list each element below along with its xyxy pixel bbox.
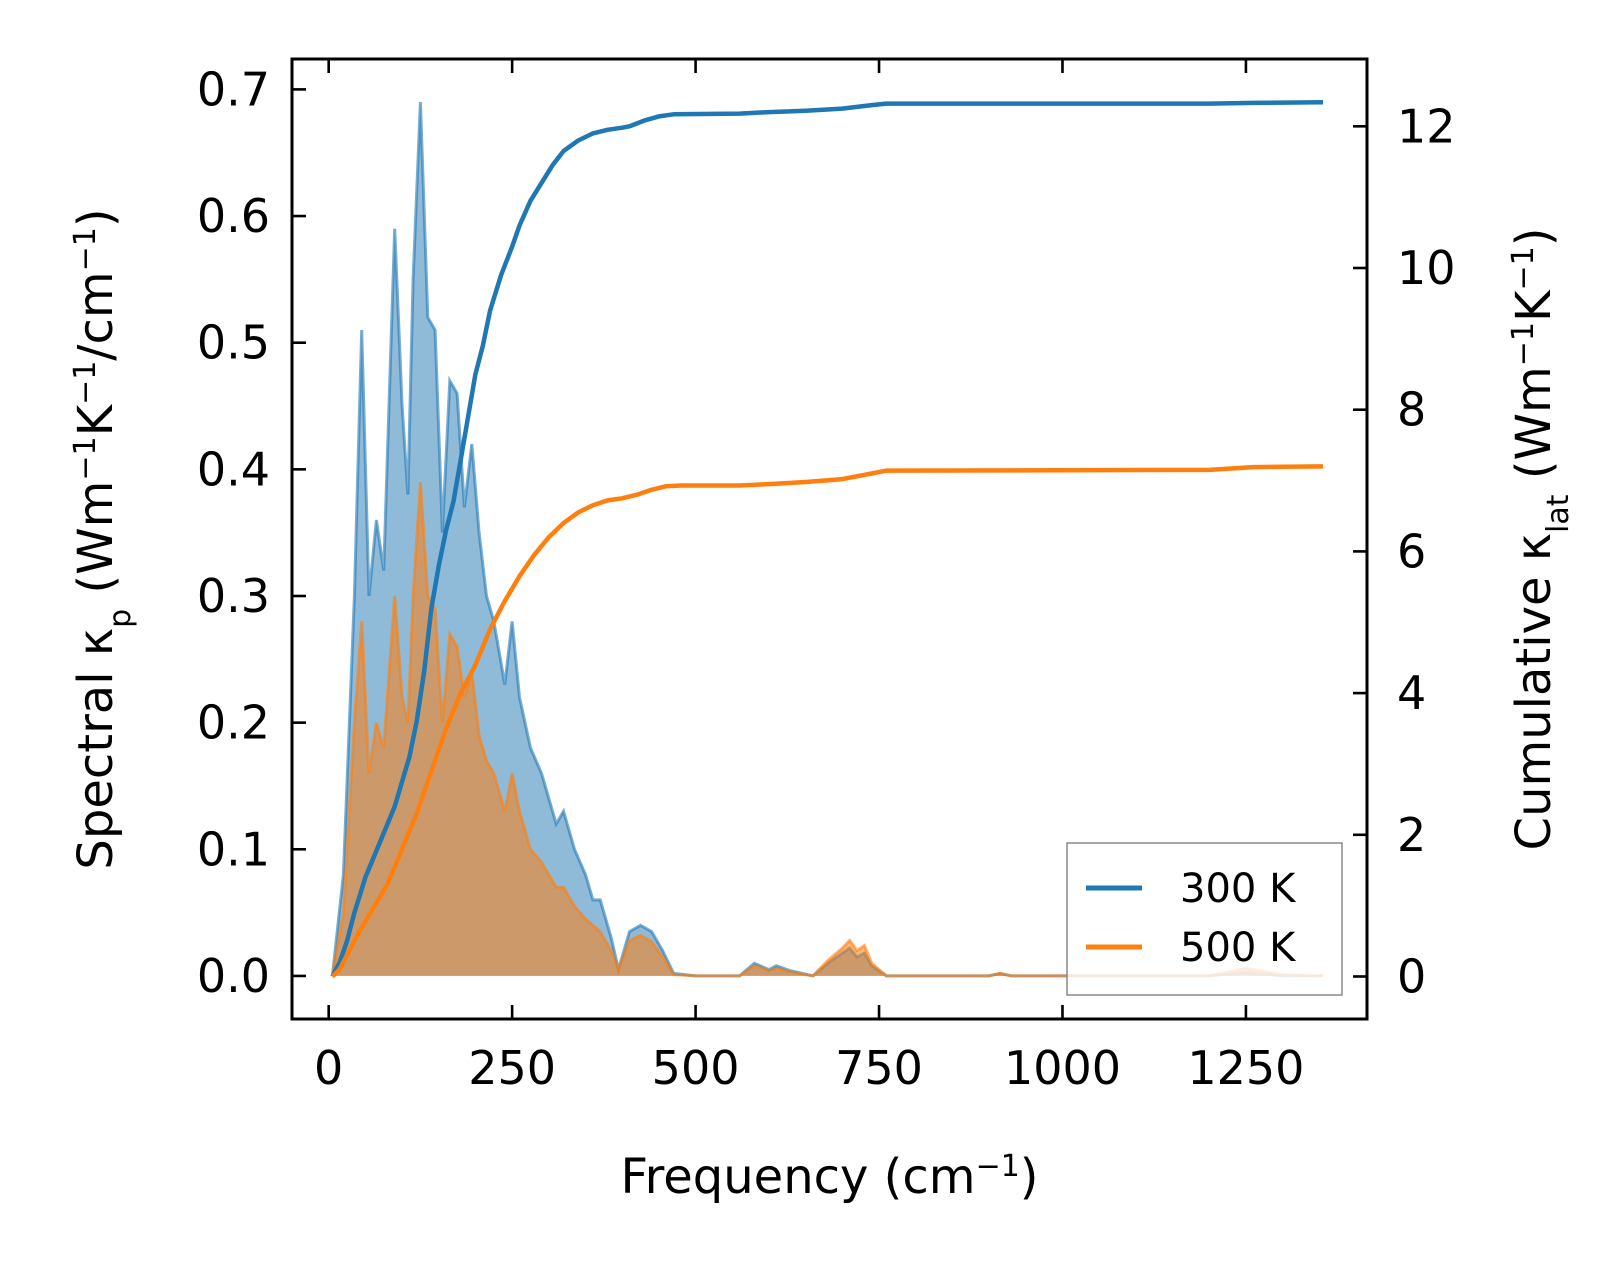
y-left-tick-label: 0.3 [197, 569, 270, 623]
y-left-axis-label: Spectral κp (Wm−1K−1/cm−1) [68, 208, 138, 869]
x-tick-label: 1250 [1187, 1041, 1304, 1095]
y-right-tick-label: 4 [1397, 666, 1426, 720]
legend: 300 K 500 K [1066, 842, 1343, 996]
y-right-tick-label: 6 [1397, 524, 1426, 578]
legend-label-300k: 300 K [1180, 866, 1297, 912]
y-right-tick-label: 2 [1397, 808, 1426, 862]
y-left-tick-label: 0.2 [197, 696, 270, 750]
x-tick-label: 250 [468, 1041, 556, 1095]
legend-box [1066, 842, 1343, 996]
y-right-tick-label: 0 [1397, 949, 1426, 1003]
y-right-axis-label: Cumulative κlat (Wm−1K−1) [1506, 228, 1576, 851]
plot-frame [290, 57, 1369, 1021]
cumulative-line-500k [330, 464, 1324, 979]
x-tick-label: 1000 [1004, 1041, 1121, 1095]
y-right-tick-label: 10 [1397, 241, 1456, 295]
y-left-tick-label: 0.5 [197, 316, 270, 370]
spectral-outline-500k [330, 481, 1324, 978]
ticks-layer: 0 250 500 750 1000 1250 0.0 0.1 0.2 0.3 0.4 0.5 0.6 0… [197, 59, 1456, 1095]
x-tick-label: 0 [314, 1041, 343, 1095]
y-left-tick-label: 0.1 [197, 822, 270, 876]
y-left-tick-label: 0.0 [197, 949, 270, 1003]
y-right-tick-label: 8 [1397, 383, 1426, 437]
x-tick-label: 750 [835, 1041, 923, 1095]
x-axis-label: Frequency (cm−1) [620, 1149, 1038, 1206]
legend-label-500k: 500 K [1180, 925, 1297, 971]
y-left-tick-label: 0.4 [197, 442, 270, 496]
y-right-tick-label: 12 [1397, 99, 1456, 153]
data-layer [330, 99, 1324, 979]
cumulative-line-300k [330, 99, 1324, 978]
y-left-tick-label: 0.7 [197, 62, 270, 116]
x-tick-label: 500 [652, 1041, 740, 1095]
spectral-area-500k [332, 482, 1323, 976]
y-left-tick-label: 0.6 [197, 189, 270, 243]
